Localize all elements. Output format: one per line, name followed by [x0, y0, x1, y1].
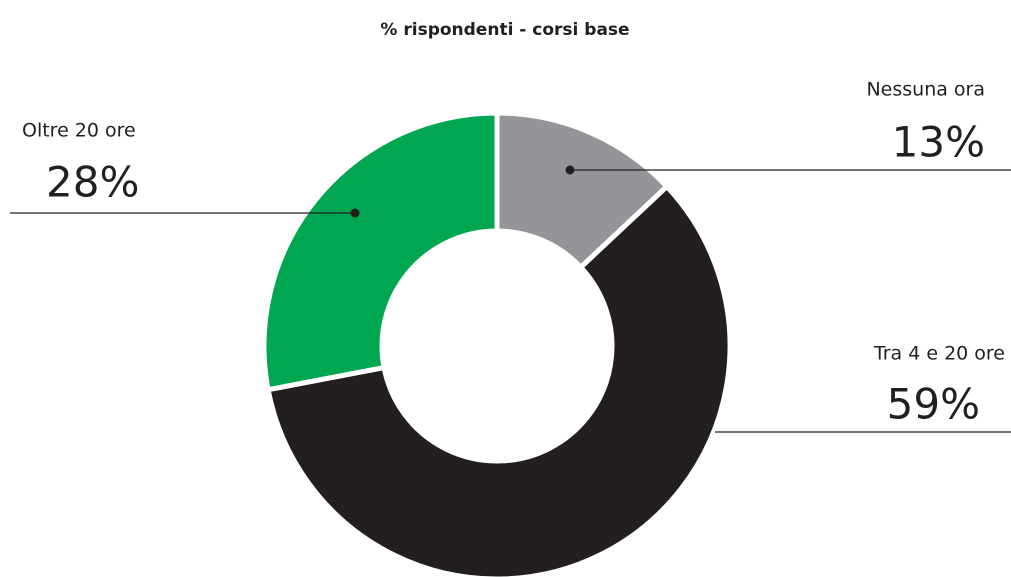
donut-slice: [261, 110, 500, 393]
slice-label: Nessuna ora: [866, 79, 985, 101]
slice-value-label: 13%: [892, 118, 985, 167]
donut-slice: [265, 182, 733, 577]
slice-label: Tra 4 e 20 ore: [873, 343, 1005, 365]
leader-dot: [565, 165, 575, 175]
slice-label: Oltre 20 ore: [22, 120, 136, 142]
leader-dot: [350, 208, 360, 218]
chart-title: % rispondenti - corsi base: [380, 20, 629, 40]
slice-value-label: 28%: [46, 158, 139, 207]
slice-value-label: 59%: [887, 380, 980, 429]
